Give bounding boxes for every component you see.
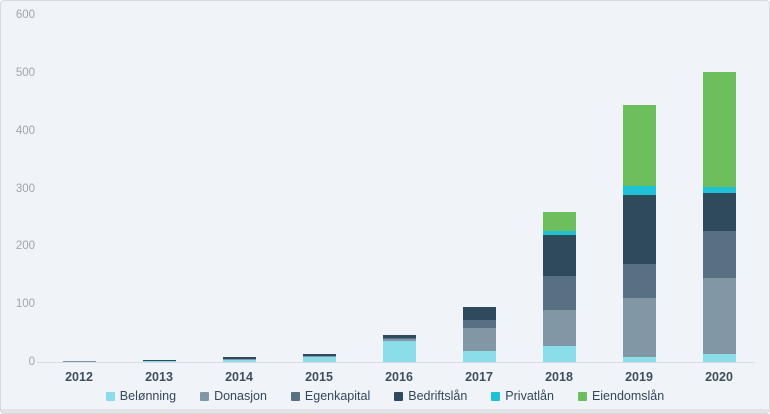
x-tick-label-2016: 2016 bbox=[385, 370, 413, 384]
x-tick-label-2015: 2015 bbox=[305, 370, 333, 384]
bar-segment-2020-donasjon[interactable] bbox=[702, 278, 736, 354]
bar-segment-2019-eiendomslån[interactable] bbox=[622, 105, 656, 187]
legend-item-egenkapital[interactable]: Egenkapital bbox=[290, 389, 371, 403]
bar-segment-2018-donasjon[interactable] bbox=[542, 309, 576, 347]
bar-segment-2015-donasjon[interactable] bbox=[302, 355, 336, 357]
y-tick-label: 0 bbox=[28, 356, 35, 368]
legend-swatch-icon bbox=[577, 391, 587, 401]
legend-label: Bedriftslån bbox=[408, 389, 468, 403]
legend-swatch-icon bbox=[290, 391, 300, 401]
y-tick-label: 500 bbox=[15, 66, 35, 79]
bar-segment-2017-donasjon[interactable] bbox=[462, 328, 496, 351]
bar-segment-2012-belønning[interactable] bbox=[62, 361, 96, 363]
legend-swatch-icon bbox=[105, 391, 115, 401]
legend-label: Eiendomslån bbox=[591, 389, 665, 403]
bar-segment-2019-egenkapital[interactable] bbox=[622, 264, 656, 299]
bar-segment-2020-privatlån[interactable] bbox=[702, 186, 736, 194]
legend-item-belønning[interactable]: Belønning bbox=[105, 389, 177, 403]
legend-label: Egenkapital bbox=[304, 389, 371, 403]
x-tick-label-2019: 2019 bbox=[625, 370, 653, 384]
bar-segment-2020-egenkapital[interactable] bbox=[702, 230, 736, 279]
bar-segment-2019-privatlån[interactable] bbox=[622, 186, 656, 196]
bar-segment-2019-belønning[interactable] bbox=[622, 356, 656, 362]
x-tick-label-2018: 2018 bbox=[545, 370, 573, 384]
bottom-strip bbox=[1, 409, 769, 413]
bar-segment-2019-donasjon[interactable] bbox=[622, 298, 656, 357]
bar-segment-2018-privatlån[interactable] bbox=[542, 231, 576, 236]
bar-segment-2013-bedriftslån[interactable] bbox=[142, 359, 176, 361]
x-tick-label-2020: 2020 bbox=[705, 370, 733, 384]
bar-segment-2020-eiendomslån[interactable] bbox=[702, 71, 736, 187]
bar-segment-2017-egenkapital[interactable] bbox=[462, 319, 496, 329]
x-tick-label-2017: 2017 bbox=[465, 370, 493, 384]
bar-segment-2017-bedriftslån[interactable] bbox=[462, 307, 496, 320]
bar-segment-2019-bedriftslån[interactable] bbox=[622, 195, 656, 265]
bar-segment-2014-bedriftslån[interactable] bbox=[222, 356, 256, 360]
bar-segment-2016-egenkapital[interactable] bbox=[382, 338, 416, 340]
y-tick-label: 600 bbox=[15, 9, 35, 21]
legend: Belønning Donasjon Egenkapital Bedriftslån P… bbox=[1, 389, 769, 403]
bar-segment-2014-donasjon[interactable] bbox=[222, 359, 256, 361]
bar-segment-2017-belønning[interactable] bbox=[462, 351, 496, 362]
legend-swatch-icon bbox=[491, 391, 501, 401]
x-tick-label-2012: 2012 bbox=[65, 370, 93, 384]
legend-item-eiendomslån[interactable]: Eiendomslån bbox=[577, 389, 665, 403]
bar-segment-2012-donasjon[interactable] bbox=[62, 360, 96, 362]
y-tick-label: 400 bbox=[15, 124, 35, 137]
bar-segment-2015-belønning[interactable] bbox=[302, 356, 336, 362]
bar-segment-2016-belønning[interactable] bbox=[382, 340, 416, 362]
bar-segment-2018-bedriftslån[interactable] bbox=[542, 235, 576, 276]
x-tick-label-2014: 2014 bbox=[225, 370, 253, 384]
legend-swatch-icon bbox=[200, 391, 210, 401]
x-tick-label-2013: 2013 bbox=[145, 370, 173, 384]
x-axis-baseline bbox=[37, 362, 755, 363]
legend-label: Privatlån bbox=[505, 389, 554, 403]
bar-segment-2018-eiendomslån[interactable] bbox=[542, 212, 576, 232]
bar-segment-2016-donasjon[interactable] bbox=[382, 339, 416, 341]
legend-swatch-icon bbox=[394, 391, 404, 401]
bar-segment-2013-donasjon[interactable] bbox=[142, 360, 176, 362]
legend-label: Donasjon bbox=[214, 389, 267, 403]
bar-segment-2016-bedriftslån[interactable] bbox=[382, 335, 416, 339]
legend-item-bedriftslån[interactable]: Bedriftslån bbox=[394, 389, 467, 403]
y-tick-label: 200 bbox=[15, 240, 35, 253]
bar-segment-2015-bedriftslån[interactable] bbox=[302, 354, 336, 356]
legend-item-donasjon[interactable]: Donasjon bbox=[200, 389, 267, 403]
bar-segment-2018-belønning[interactable] bbox=[542, 346, 576, 362]
bar-segment-2020-bedriftslån[interactable] bbox=[702, 193, 736, 231]
legend-item-privatlån[interactable]: Privatlån bbox=[491, 389, 554, 403]
y-tick-label: 300 bbox=[15, 182, 35, 195]
y-tick-label: 100 bbox=[15, 298, 35, 311]
bar-segment-2013-belønning[interactable] bbox=[142, 360, 176, 362]
bar-segment-2018-egenkapital[interactable] bbox=[542, 275, 576, 310]
bar-segment-2020-belønning[interactable] bbox=[702, 353, 736, 362]
bar-segment-2014-belønning[interactable] bbox=[222, 359, 256, 362]
legend-label: Belønning bbox=[119, 389, 177, 403]
